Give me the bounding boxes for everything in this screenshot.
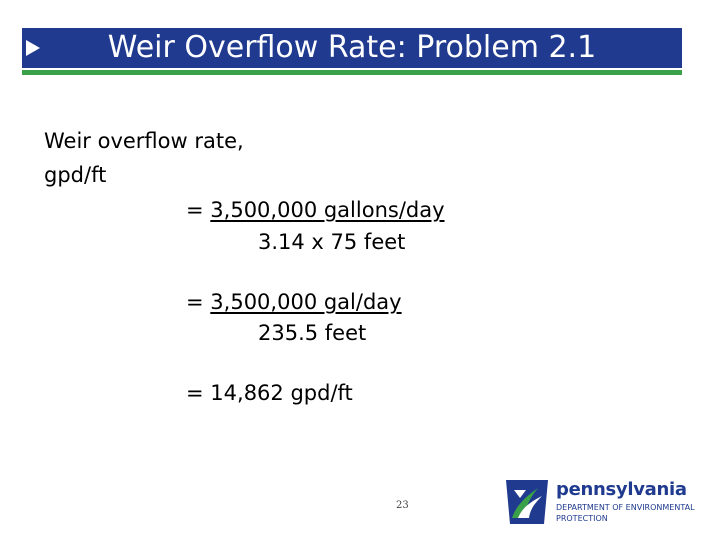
equals-sign: = [186,198,204,222]
step1-numerator: 3,500,000 gallons/day [210,198,445,222]
page-number: 23 [396,500,409,511]
slide-title: Weir Overflow Rate: Problem 2.1 [107,30,597,65]
logo-subtitle-line1: DEPARTMENT OF ENVIRONMENTAL [556,503,695,512]
logo-wordmark: pennsylvania [556,479,687,500]
equals-sign: = [186,290,204,314]
equals-sign: = [186,381,204,405]
step2-denominator: 235.5 feet [258,321,367,345]
rate-label-line1: Weir overflow rate, [44,129,244,153]
step1-equation: = 3,500,000 gallons/day [186,198,445,222]
title-underline [22,70,682,75]
step1-denominator: 3.14 x 75 feet [258,230,406,254]
step2-numerator: 3,500,000 gal/day [210,290,402,314]
title-bar [22,28,682,68]
logo-subtitle-line2: PROTECTION [556,514,608,523]
rate-label-line2: gpd/ft [44,163,107,187]
step3-equation: = 14,862 gpd/ft [186,381,353,405]
step2-equation: = 3,500,000 gal/day [186,290,402,314]
step3-result: 14,862 gpd/ft [210,381,353,405]
keystone-logo-icon [506,480,548,524]
arrow-bullet-icon [26,40,40,56]
